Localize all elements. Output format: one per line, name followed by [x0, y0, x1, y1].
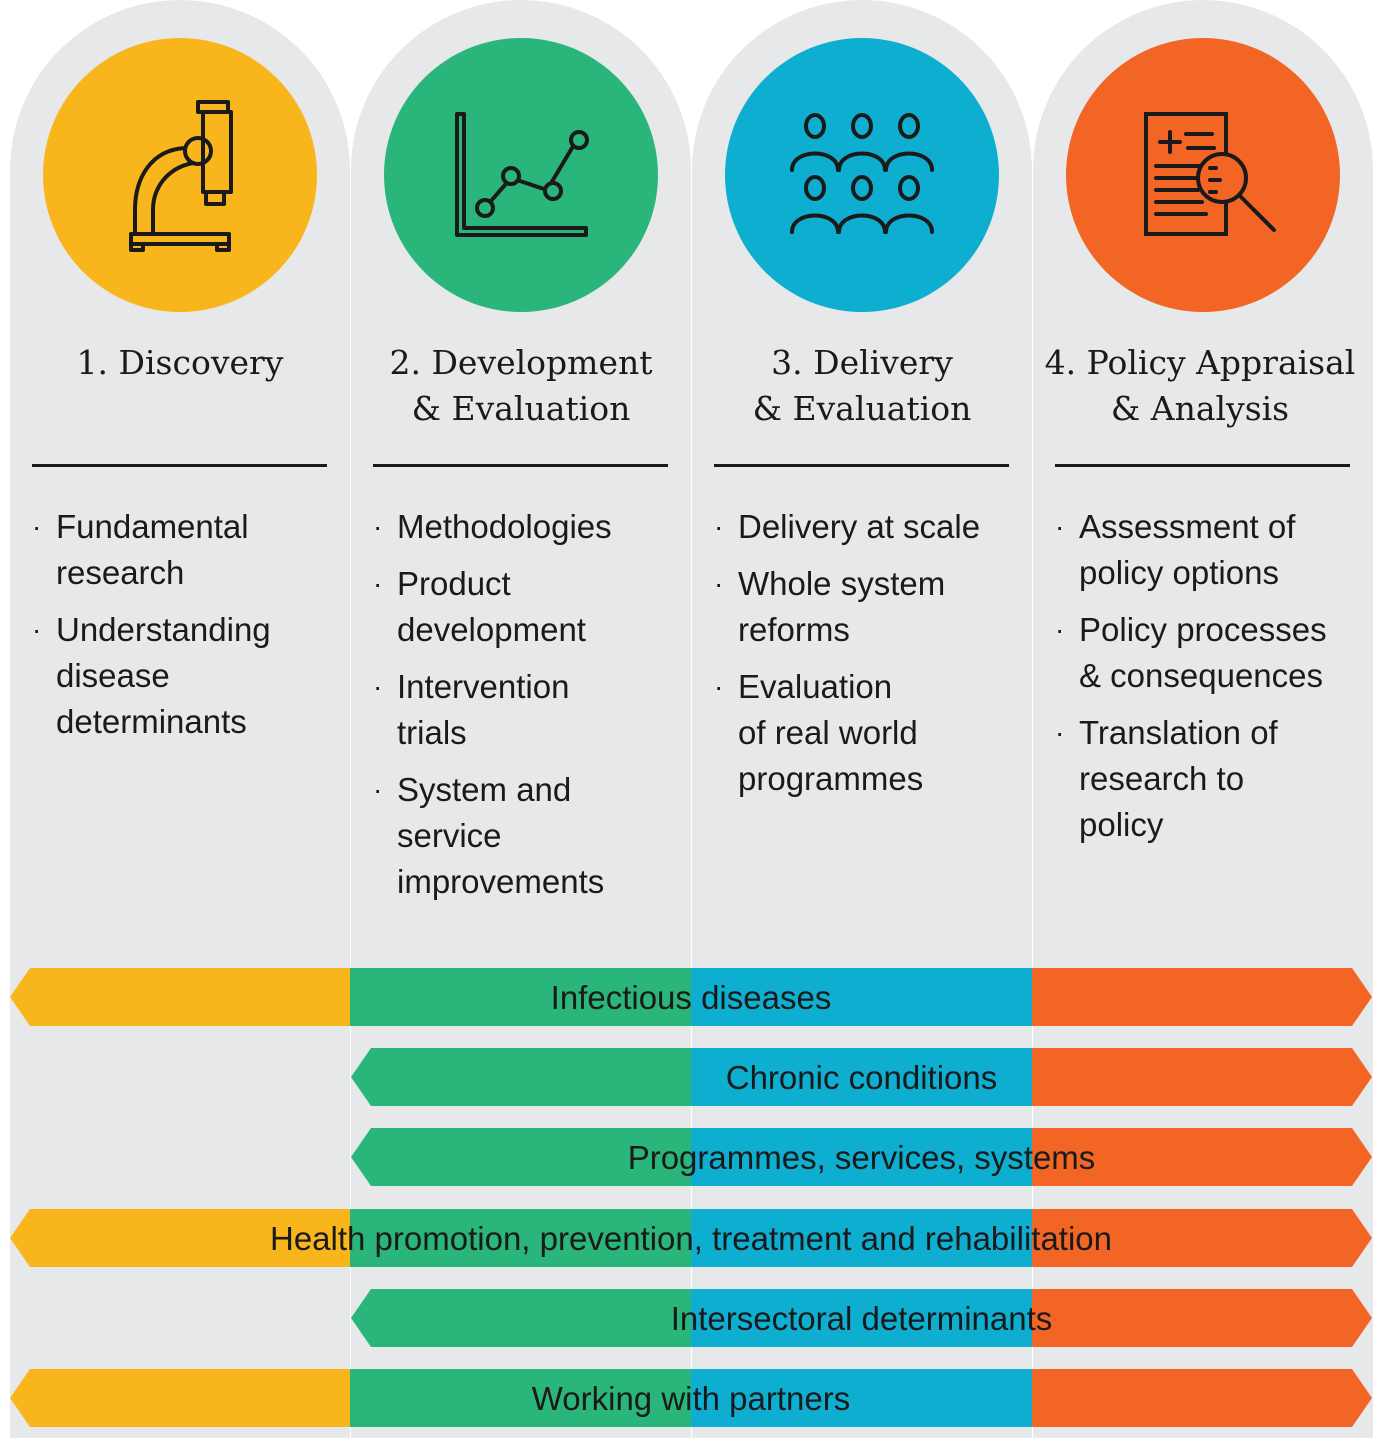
stage-3-heading: 3. Delivery & Evaluation — [702, 340, 1022, 432]
stage-1-heading: 1. Discovery — [20, 340, 340, 386]
stage-2-title-line-2: & Evaluation — [411, 389, 631, 428]
development-circle — [384, 38, 658, 312]
discovery-circle — [43, 38, 317, 312]
stage-3-divider — [714, 464, 1009, 467]
band-chronic-conditions-shape — [351, 1048, 1372, 1106]
policy-circle — [1066, 38, 1340, 312]
band-infectious-diseases-shape — [10, 968, 1372, 1026]
band-chronic-conditions: Chronic conditions — [351, 1048, 1372, 1106]
band-label: Infectious diseases — [550, 979, 832, 1016]
document-magnifier-icon — [1144, 112, 1276, 236]
band-programmes-services-systems: Programmes, services, systems — [351, 1128, 1372, 1186]
band-label: Working with partners — [531, 1380, 851, 1417]
stage-2-divider — [373, 464, 668, 467]
line-chart-icon — [455, 112, 589, 237]
band-intersectoral-shape — [351, 1289, 1372, 1347]
list-item: Methodologies — [373, 504, 673, 550]
band-working-with-partners-shape — [10, 1369, 1372, 1427]
band-health-promotion-shape — [10, 1209, 1372, 1267]
list-item: Delivery at scale — [714, 504, 1014, 550]
list-item: Policy processes& consequences — [1055, 607, 1355, 699]
band-infectious-diseases: Infectious diseases — [10, 968, 1372, 1026]
stage-4-title-line-2: & Analysis — [1110, 389, 1290, 428]
stage-2-heading: 2. Development & Evaluation — [361, 340, 681, 432]
stage-4-heading: 4. Policy Appraisal & Analysis — [1040, 340, 1360, 432]
stage-4-divider — [1055, 464, 1350, 467]
band-working-with-partners: Working with partners — [10, 1369, 1372, 1427]
stage-4-title-line: 4. Policy Appraisal — [1044, 343, 1356, 382]
band-intersectoral-determinants: Intersectoral determinants — [351, 1289, 1372, 1347]
stage-2-title-line: 2. Development — [389, 343, 653, 382]
stage-1-title-line: 1. Discovery — [76, 343, 284, 382]
people-group-icon — [790, 113, 934, 234]
band-label: Health promotion, prevention, treatment … — [270, 1220, 1112, 1257]
stage-1-divider — [32, 464, 327, 467]
band-label: Chronic conditions — [725, 1059, 998, 1096]
delivery-circle — [725, 38, 999, 312]
band-programmes-shape — [351, 1128, 1372, 1186]
band-label: Intersectoral determinants — [670, 1300, 1053, 1337]
stage-3-title-line: 3. Delivery — [771, 343, 953, 382]
band-health-promotion: Health promotion, prevention, treatment … — [10, 1209, 1372, 1267]
stage-3-title-line-2: & Evaluation — [752, 389, 972, 428]
band-label: Programmes, services, systems — [627, 1139, 1096, 1176]
microscope-icon — [129, 100, 233, 252]
